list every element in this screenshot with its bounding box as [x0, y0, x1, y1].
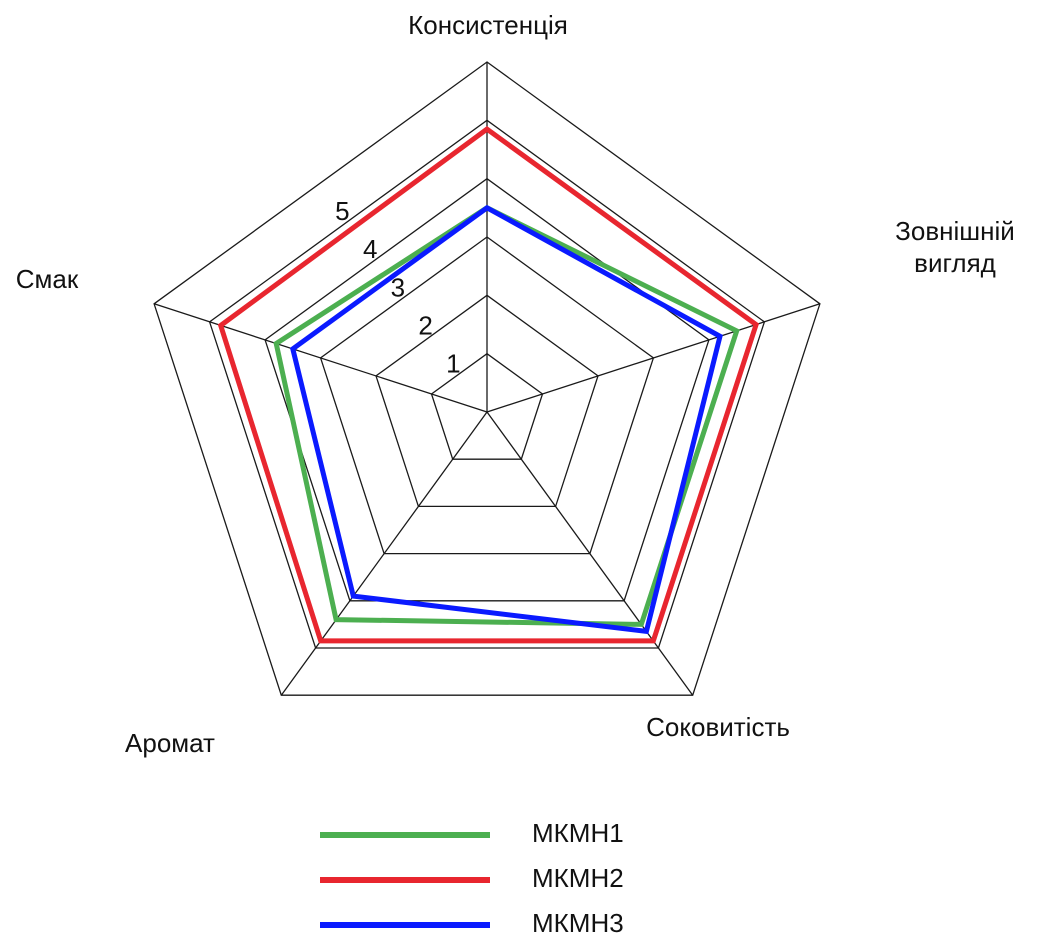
grid-ring-2	[375, 294, 599, 508]
axis-label-4: Аромат	[125, 728, 215, 758]
axis-label-2: Зовнішній вигляд	[895, 216, 1015, 278]
spoke-5	[153, 303, 488, 413]
series-lines	[217, 126, 760, 644]
spoke-2	[486, 303, 821, 413]
tick-label-4: 4	[363, 234, 377, 264]
grid-ring-3	[319, 236, 655, 555]
tick-label-5: 5	[335, 196, 349, 226]
axis-label-5: Смак	[16, 264, 79, 294]
legend-label-мкмн3: МКМН3	[532, 908, 624, 938]
tick-label-1: 1	[446, 349, 460, 379]
tick-label-2: 2	[418, 310, 432, 340]
axis-label-3: Соковитість	[646, 712, 790, 742]
spoke-3	[486, 411, 694, 696]
grid-ring-5	[208, 119, 766, 649]
series-line-мкмн1	[273, 204, 740, 627]
series-line-мкмн3	[289, 204, 723, 635]
axis-labels: Консистенція Зовнішній вигляд Соковитість Ар…	[16, 10, 1015, 758]
tick-label-3: 3	[391, 272, 405, 302]
legend-label-мкмн2: МКМН2	[532, 863, 624, 893]
grid-ring-6	[153, 61, 821, 696]
radar-spokes	[153, 62, 821, 696]
legend-label-мкмн1: МКМН1	[532, 818, 624, 848]
axis-label-1: Консистенція	[408, 10, 568, 40]
grid-ring-4	[264, 177, 710, 602]
spoke-4	[280, 411, 488, 696]
grid-ring-1	[430, 352, 544, 460]
radar-grid	[153, 61, 821, 696]
series-line-мкмн2	[217, 126, 760, 644]
legend: МКМН1 МКМН2 МКМН3	[320, 818, 624, 938]
